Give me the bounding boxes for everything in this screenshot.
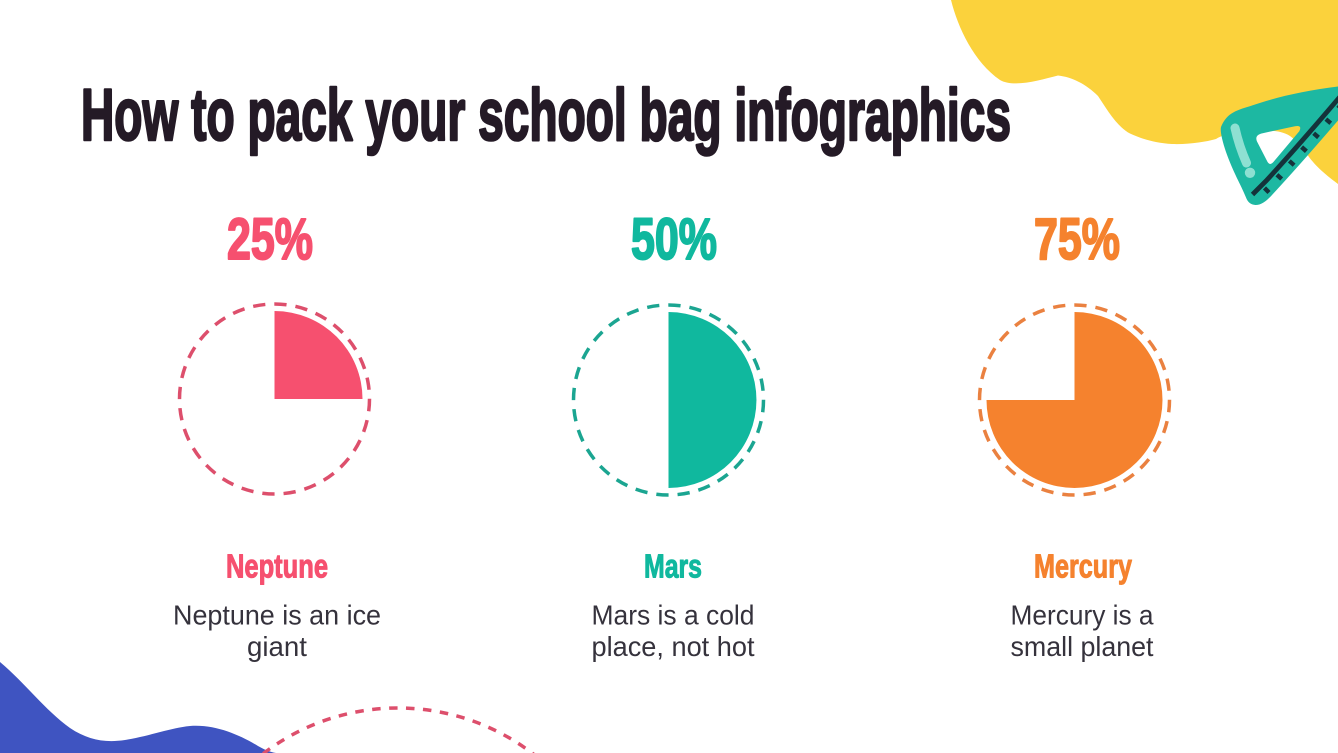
svg-text:75%: 75% [1034, 207, 1120, 272]
svg-text:Mars is a cold: Mars is a cold [592, 600, 755, 631]
svg-text:Mercury is a: Mercury is a [1011, 600, 1155, 631]
svg-text:place, not hot: place, not hot [592, 631, 755, 662]
svg-text:giant: giant [247, 631, 307, 662]
svg-text:Neptune is an ice: Neptune is an ice [173, 600, 381, 631]
svg-text:small planet: small planet [1011, 631, 1154, 662]
svg-text:How to pack your school bag in: How to pack your school bag infographics [81, 73, 1011, 156]
svg-text:50%: 50% [631, 207, 717, 272]
svg-text:Mars: Mars [644, 548, 702, 585]
svg-text:Neptune: Neptune [226, 548, 328, 585]
svg-text:25%: 25% [227, 207, 313, 272]
svg-text:Mercury: Mercury [1034, 548, 1132, 585]
